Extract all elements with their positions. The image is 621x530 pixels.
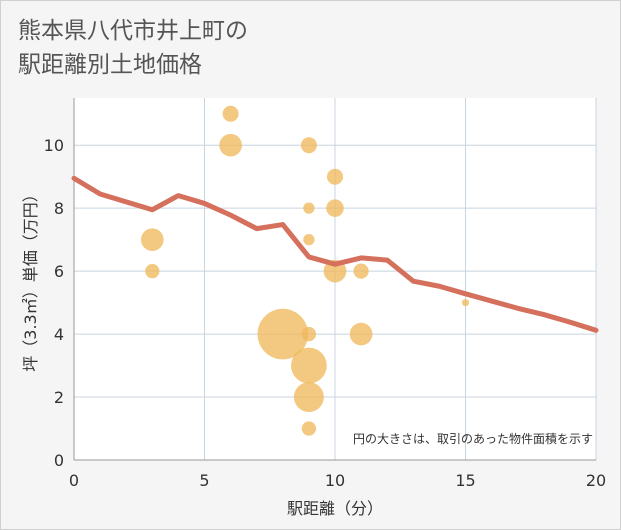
x-axis-title: 駅距離（分） [287, 499, 383, 518]
x-tick-label: 0 [69, 471, 79, 490]
bubble-point [303, 233, 315, 246]
y-tick-label: 2 [54, 388, 64, 407]
bubble-point [323, 259, 347, 283]
bubble-point [326, 199, 344, 217]
bubble-point [145, 263, 160, 279]
y-tick-label: 0 [54, 451, 64, 470]
bubble-point [222, 105, 239, 122]
trend-line [71, 175, 599, 333]
title-line-1: 熊本県八代市井上町の [18, 18, 248, 44]
bubble-point [303, 202, 315, 214]
bubbles [140, 105, 470, 436]
tick-labels: 0 5 10 15 20 0 2 4 6 8 10 [44, 136, 607, 490]
bubble-point [353, 263, 369, 279]
chart-title: 熊本県八代市井上町の 駅距離別土地価格 [18, 14, 248, 82]
y-tick-label: 8 [54, 199, 64, 218]
size-note: 円の大きさは、取引のあった物件面積を示す [353, 431, 593, 446]
x-tick-label: 20 [586, 471, 606, 490]
title-line-2: 駅距離別土地価格 [18, 52, 202, 78]
bubble-point [349, 322, 373, 346]
y-tick-label: 6 [54, 262, 64, 281]
bubble-point [461, 299, 470, 307]
bubble-point [140, 228, 164, 251]
x-tick-label: 15 [455, 471, 475, 490]
bubble-point [257, 308, 309, 360]
x-tick-label: 5 [199, 471, 209, 490]
bubble-point [301, 326, 317, 342]
bubble-point [300, 137, 317, 154]
y-axis-title: 坪（3.3㎡）単価（万円） [21, 186, 40, 371]
bubble-point [291, 347, 327, 384]
bubble-point [293, 382, 324, 413]
bubble-point [219, 133, 242, 157]
x-tick-label: 10 [325, 471, 345, 490]
y-tick-label: 4 [54, 325, 64, 344]
bubble-point [327, 168, 343, 185]
y-tick-label: 10 [44, 136, 64, 155]
bubble-point [301, 421, 317, 436]
